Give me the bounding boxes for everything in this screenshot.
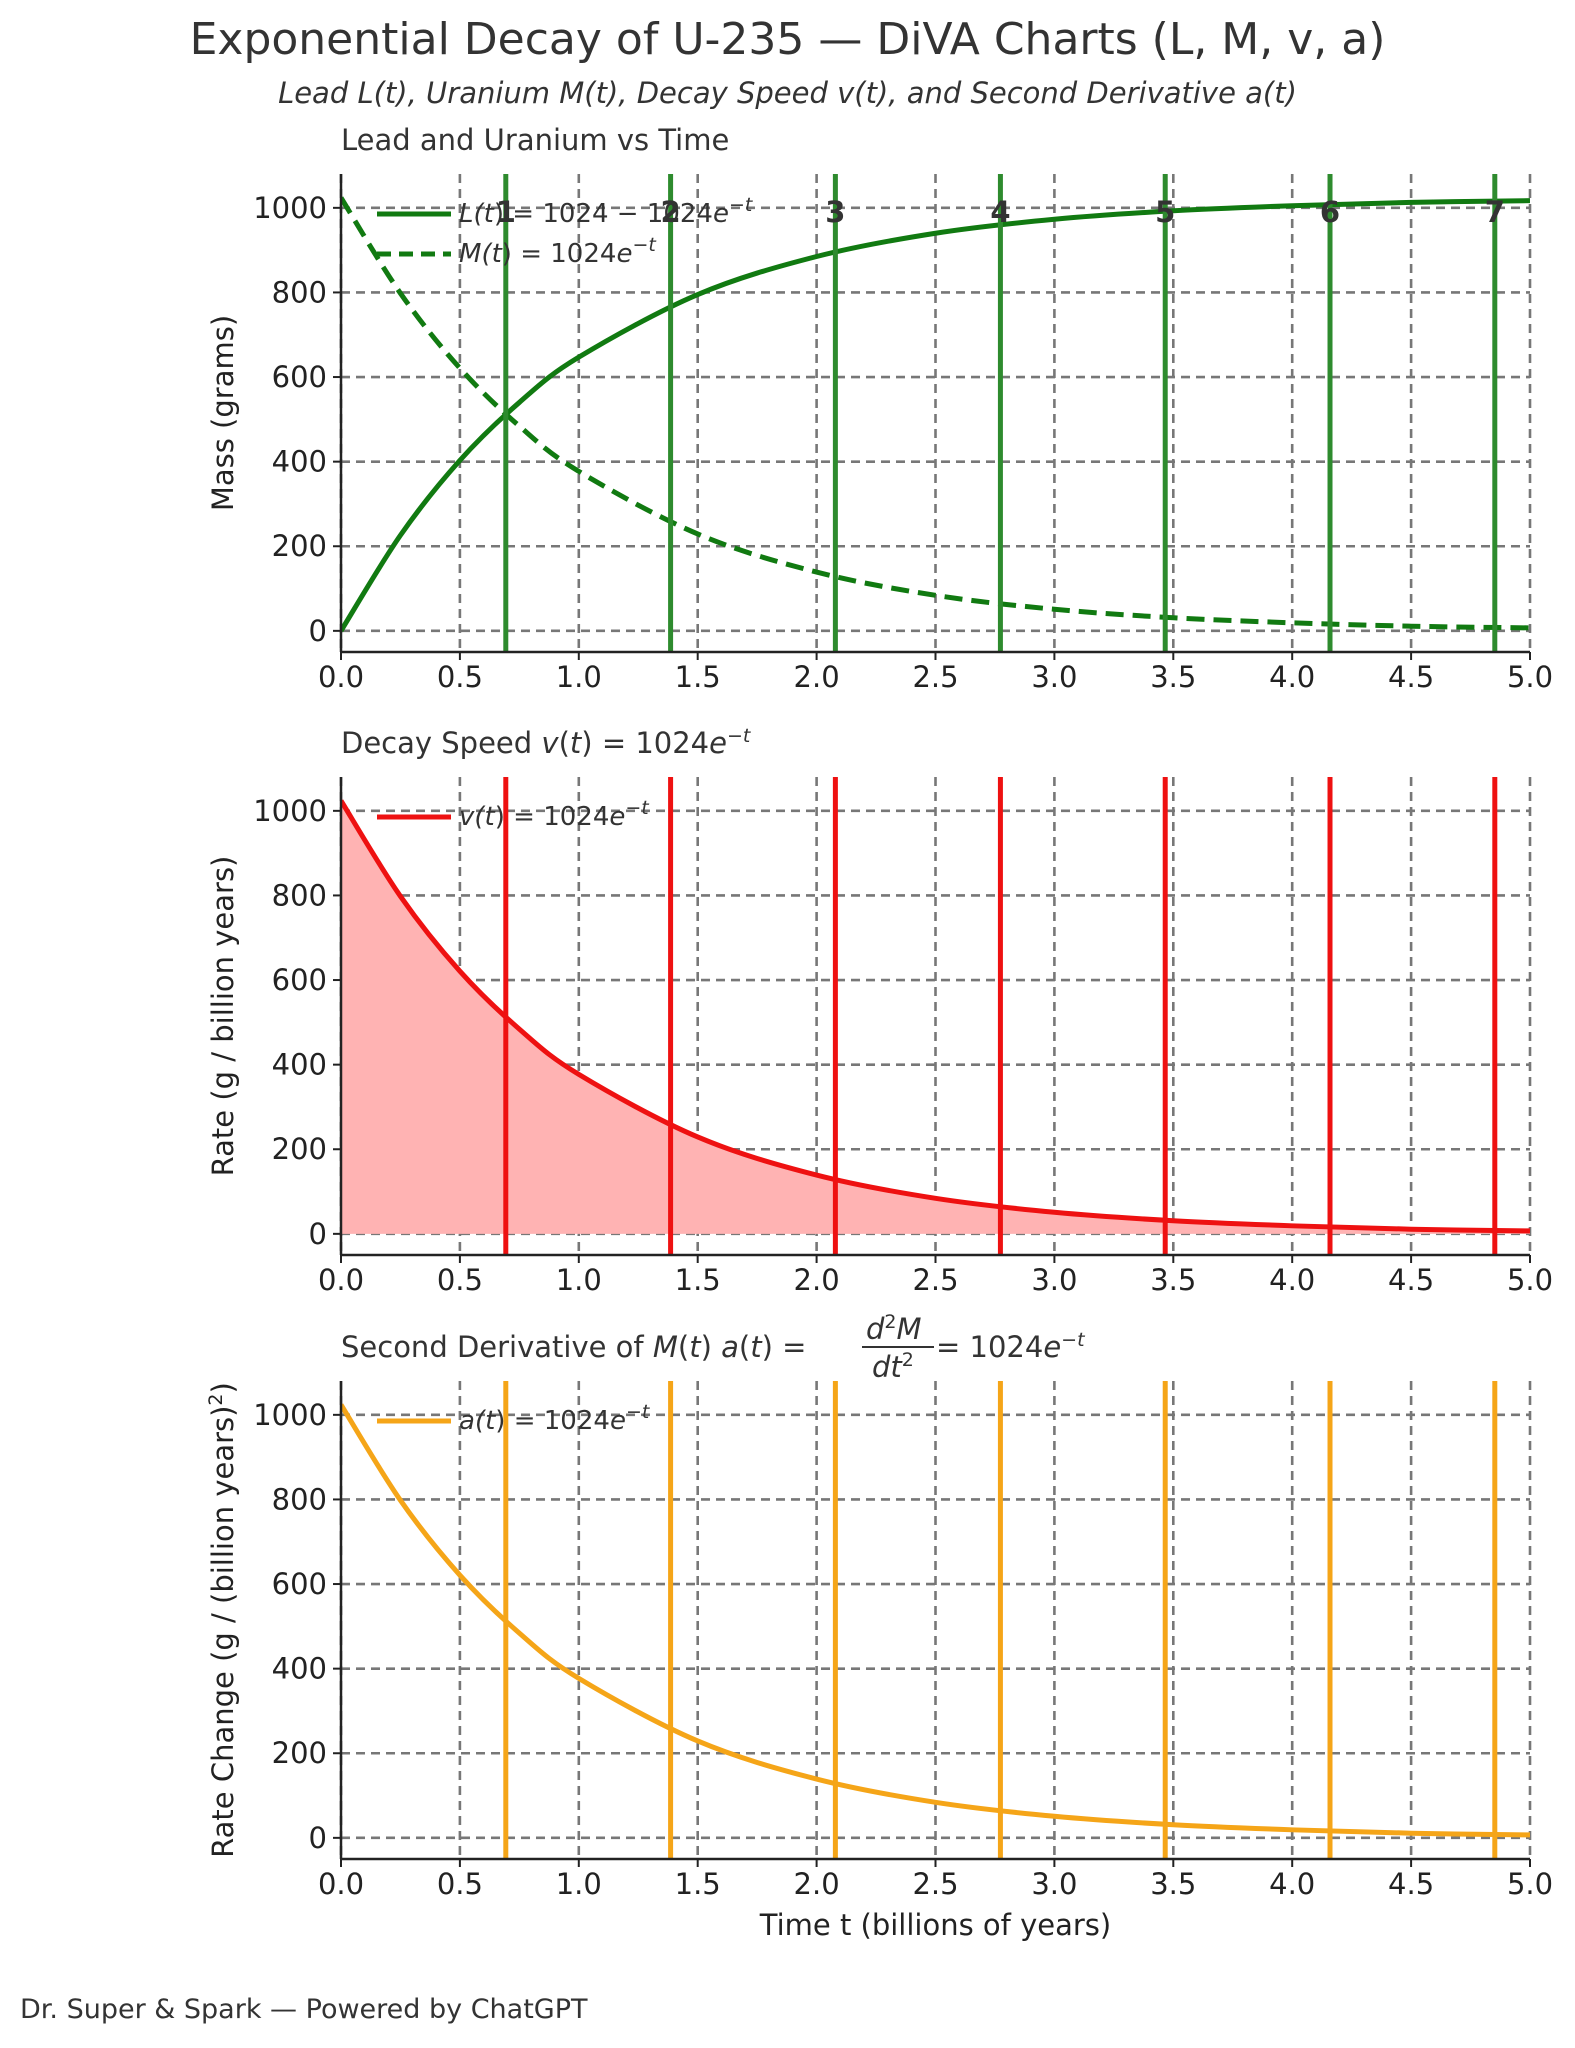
legend: v(t) = 1024e−t bbox=[377, 797, 650, 832]
main-title: Exponential Decay of U-235 — DiVA Charts… bbox=[189, 14, 1386, 65]
x-tick-label: 1.0 bbox=[556, 1263, 602, 1297]
x-tick-label: 2.5 bbox=[912, 1867, 958, 1901]
x-tick-label: 1.5 bbox=[675, 1263, 721, 1297]
x-tick-label: 3.0 bbox=[1031, 660, 1077, 694]
y-tick-label: 1000 bbox=[253, 1398, 327, 1432]
y-tick-label: 200 bbox=[272, 1132, 327, 1166]
legend: L(t) = 1024 − 1024e−t M(t) = 1024e−t bbox=[377, 194, 754, 269]
panel-1: Lead and Uranium vs Time 1 2 3 4 5 6 7 0.0 0.5 1.0… bbox=[206, 123, 1553, 694]
y-tick-label: 400 bbox=[272, 445, 327, 479]
marker-label: 2 bbox=[660, 195, 680, 229]
x-tick-label: 3.0 bbox=[1031, 1263, 1077, 1297]
panel-3: Second Derivative of M(t) a(t) = d2Mdt2 … bbox=[205, 1311, 1553, 1942]
main-subtitle: Lead L(t), Uranium M(t), Decay Speed v(t… bbox=[278, 76, 1297, 110]
x-tick-label: 3.0 bbox=[1031, 1867, 1077, 1901]
panel-title-text: Lead and Uranium vs Time bbox=[341, 123, 729, 157]
marker-label: 4 bbox=[990, 195, 1010, 229]
legend: a(t) = 1024e−t bbox=[377, 1401, 651, 1436]
legend-label-2: M(t) = 1024e−t bbox=[459, 234, 657, 269]
y-tick-label: 0 bbox=[309, 1821, 327, 1855]
marker-label: 1 bbox=[496, 195, 516, 229]
panel-title-rhs: = 1024e−t bbox=[936, 1329, 1086, 1364]
x-tick-label: 0.5 bbox=[437, 660, 483, 694]
x-tick-label: 1.5 bbox=[675, 660, 721, 694]
x-tick-label: 4.0 bbox=[1269, 660, 1315, 694]
x-tick-label: 5.0 bbox=[1507, 1867, 1553, 1901]
y-tick-label: 1000 bbox=[253, 794, 327, 828]
fraction-denominator: dt2 bbox=[872, 1349, 914, 1384]
x-tick-label: 0.0 bbox=[318, 1867, 364, 1901]
legend-label-1: v(t) = 1024e−t bbox=[459, 797, 650, 832]
x-tick-label: 3.5 bbox=[1150, 1263, 1196, 1297]
x-tick-label: 0.5 bbox=[437, 1867, 483, 1901]
y-tick-label: 400 bbox=[272, 1652, 327, 1686]
x-tick-label: 3.5 bbox=[1150, 660, 1196, 694]
fraction-numerator: d2M bbox=[866, 1311, 922, 1346]
x-tick-label: 3.5 bbox=[1150, 1867, 1196, 1901]
y-tick-label: 200 bbox=[272, 1736, 327, 1770]
x-tick-label: 1.0 bbox=[556, 660, 602, 694]
marker-label: 6 bbox=[1320, 195, 1340, 229]
plot-area bbox=[341, 1381, 1530, 1859]
grid bbox=[339, 1381, 1532, 1859]
panel-title-text: Second Derivative of M(t) a(t) = bbox=[341, 1330, 806, 1364]
plot-area bbox=[341, 174, 1530, 652]
legend-label-1: L(t) = 1024 − 1024e−t bbox=[459, 194, 754, 229]
y-axis-label: Rate (g / billion years) bbox=[206, 856, 240, 1177]
plot-area bbox=[341, 777, 1530, 1255]
y-axis-label: Rate Change (g / (billion years)2) bbox=[205, 1382, 240, 1858]
y-tick-label: 600 bbox=[272, 1567, 327, 1601]
footer-credit: Dr. Super & Spark — Powered by ChatGPT bbox=[20, 1994, 588, 2025]
marker-label: 7 bbox=[1485, 195, 1505, 229]
x-tick-label: 5.0 bbox=[1507, 660, 1553, 694]
panel-2: Decay Speed v(t) = 1024e−t 0.0 0.5 1.0 1.5 2.… bbox=[206, 725, 1553, 1297]
x-axis-label: Time t (billions of years) bbox=[759, 1908, 1111, 1942]
y-tick-label: 800 bbox=[272, 878, 327, 912]
x-tick-label: 1.5 bbox=[675, 1867, 721, 1901]
series-fill bbox=[341, 800, 1530, 1234]
y-tick-label: 800 bbox=[272, 275, 327, 309]
x-tick-label: 4.5 bbox=[1388, 660, 1434, 694]
legend-label-1: a(t) = 1024e−t bbox=[459, 1401, 651, 1436]
y-tick-label: 600 bbox=[272, 963, 327, 997]
marker-label: 3 bbox=[825, 195, 845, 229]
x-tick-label: 1.0 bbox=[556, 1867, 602, 1901]
x-tick-label: 0.0 bbox=[318, 660, 364, 694]
x-tick-label: 2.0 bbox=[794, 660, 840, 694]
series-line-1 bbox=[341, 198, 1530, 633]
x-tick-label: 0.5 bbox=[437, 1263, 483, 1297]
y-tick-label: 400 bbox=[272, 1048, 327, 1082]
x-tick-label: 4.0 bbox=[1269, 1867, 1315, 1901]
y-tick-label: 1000 bbox=[253, 191, 327, 225]
panel-title: Second Derivative of M(t) a(t) = d2Mdt2 … bbox=[341, 1311, 1086, 1384]
panel-title: Lead and Uranium vs Time bbox=[341, 123, 729, 157]
y-axis-label: Mass (grams) bbox=[206, 315, 240, 511]
series-line-2 bbox=[341, 196, 1530, 631]
x-tick-label: 2.5 bbox=[912, 1263, 958, 1297]
series-line-1 bbox=[341, 799, 1530, 1234]
series-line-1 bbox=[341, 1403, 1530, 1838]
y-tick-label: 0 bbox=[309, 1217, 327, 1251]
x-tick-label: 2.0 bbox=[794, 1867, 840, 1901]
y-tick-label: 0 bbox=[309, 614, 327, 648]
x-tick-label: 2.5 bbox=[912, 660, 958, 694]
panel-title-text: Decay Speed v(t) = 1024e−t bbox=[341, 725, 752, 760]
y-tick-label: 800 bbox=[272, 1482, 327, 1516]
y-tick-label: 600 bbox=[272, 360, 327, 394]
x-tick-label: 0.0 bbox=[318, 1263, 364, 1297]
x-tick-label: 4.5 bbox=[1388, 1867, 1434, 1901]
panel-title: Decay Speed v(t) = 1024e−t bbox=[341, 725, 752, 760]
marker-label: 5 bbox=[1155, 195, 1175, 229]
x-tick-label: 5.0 bbox=[1507, 1263, 1553, 1297]
y-tick-label: 200 bbox=[272, 529, 327, 563]
x-tick-label: 4.5 bbox=[1388, 1263, 1434, 1297]
x-tick-label: 2.0 bbox=[794, 1263, 840, 1297]
x-tick-label: 4.0 bbox=[1269, 1263, 1315, 1297]
